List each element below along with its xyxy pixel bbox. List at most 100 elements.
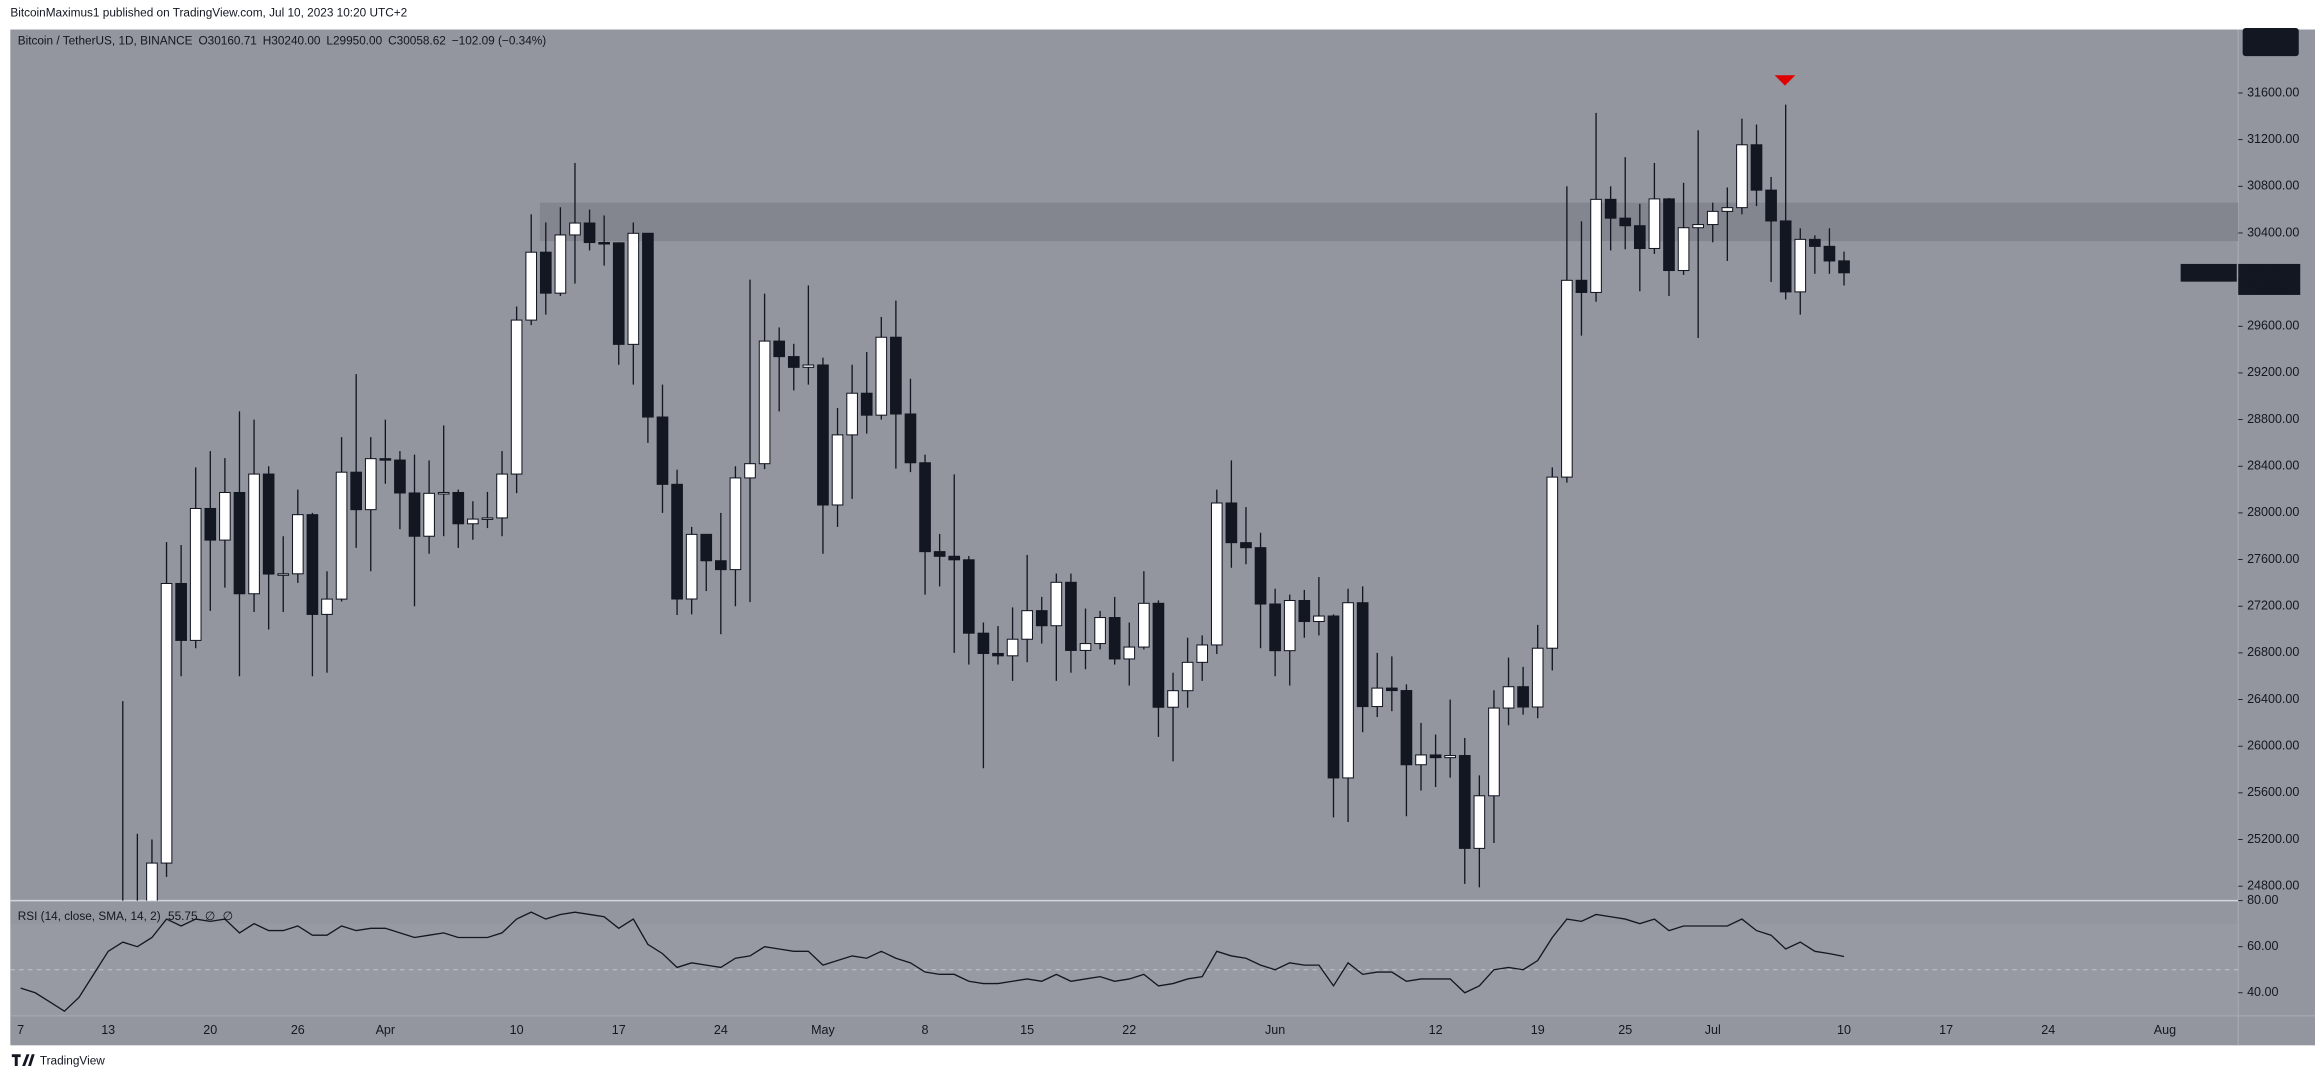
candle-body (612, 242, 625, 345)
y-tick-label: 28000.00 (2247, 505, 2299, 519)
candle-body (685, 533, 698, 600)
candle-body (1648, 198, 1661, 249)
candle-body (802, 364, 815, 368)
candle-body (700, 533, 713, 562)
legend: Bitcoin / TetherUS, 1D, BINANCE O30160.71… (18, 33, 547, 47)
candle-body (1677, 227, 1690, 272)
candle-body (1619, 217, 1632, 227)
candle-body (1706, 210, 1719, 226)
legend-change: −102.09 (−0.34%) (452, 33, 547, 47)
candle-body (1196, 644, 1209, 663)
candle-body (1517, 686, 1529, 708)
candle-body (1721, 207, 1734, 212)
candle-body (1779, 220, 1792, 293)
candle-body (1065, 581, 1077, 651)
candle-body (1386, 687, 1398, 692)
candle-body (1356, 602, 1369, 708)
candle-body (1225, 502, 1238, 544)
candle-body (583, 222, 596, 244)
candle-body (233, 491, 246, 595)
candle-body (175, 582, 187, 641)
symbol-tag-text: BTCUSDT (2183, 267, 2235, 279)
y-tick-label: 30800.00 (2247, 179, 2299, 193)
candle-body (627, 232, 640, 345)
candle-body (539, 251, 552, 294)
candle-body (1604, 198, 1617, 219)
candle-body (1502, 686, 1515, 709)
x-tick-label: 19 (1531, 1023, 1545, 1037)
candle-body (744, 463, 756, 479)
rsi-band (10, 923, 2239, 1016)
x-tick-label: 7 (17, 1023, 24, 1037)
toolbar-button[interactable] (2242, 28, 2299, 57)
resistance-zone (539, 202, 2239, 242)
y-tick-label: 29600.00 (2247, 319, 2299, 333)
candle-body (1006, 638, 1019, 657)
x-tick-label: 25 (1618, 1023, 1632, 1037)
legend-value: 29950.00 (333, 33, 383, 47)
candle-body (1094, 617, 1106, 645)
candle-body (875, 336, 888, 416)
candle-body (846, 392, 858, 436)
candle-body (904, 413, 917, 464)
y-tick-label: 26400.00 (2247, 692, 2299, 706)
candle-body (919, 462, 931, 553)
candle-body (1750, 144, 1763, 191)
legend-value: 30240.00 (271, 33, 321, 47)
candle-body (394, 459, 406, 494)
brand-name: TradingView (40, 1054, 105, 1068)
rsi-legend: RSI (14, close, SMA, 14, 2) 55.75 ∅ ∅ (18, 909, 233, 923)
candle-body (1823, 245, 1836, 262)
rsi-value: 55.75 (168, 909, 198, 923)
y-tick-label: 31200.00 (2247, 132, 2299, 146)
candle-body (1692, 224, 1704, 229)
candle-body (204, 507, 217, 541)
rsi-pane (10, 911, 2239, 1016)
candle-body (189, 507, 202, 641)
candle-body (467, 518, 479, 525)
candle-body (962, 559, 975, 634)
x-tick-label: 17 (1939, 1023, 1953, 1037)
candle-body (1138, 602, 1150, 648)
y-tick-label: 80.00 (2247, 893, 2278, 907)
candle-body (1181, 661, 1194, 692)
x-tick-label: 8 (922, 1023, 929, 1037)
candle-body (364, 458, 377, 511)
price-tag (2238, 263, 2301, 295)
candle-body (1736, 144, 1748, 209)
candle-body (1444, 755, 1457, 759)
candle-body (1415, 754, 1427, 766)
candle-body (1079, 643, 1092, 651)
x-tick-label: Jul (1705, 1023, 1721, 1037)
rsi-extra: ∅ (223, 909, 233, 923)
candle-body (1590, 198, 1602, 293)
candle-body (1400, 690, 1413, 766)
candle-body (1108, 617, 1121, 660)
candle-body (321, 598, 333, 615)
top-marker (1774, 75, 1796, 86)
candle-body (1488, 707, 1500, 797)
candle-body (408, 492, 421, 537)
candle-body (248, 473, 260, 595)
x-tick-label: May (811, 1023, 835, 1037)
candle-body (262, 473, 275, 575)
y-tick-label: 25600.00 (2247, 785, 2299, 799)
candle-body (1809, 238, 1821, 247)
x-tick-label: Apr (376, 1023, 396, 1037)
y-tick-label: 31600.00 (2247, 85, 2299, 99)
candle-body (379, 458, 392, 461)
price-pane (122, 104, 2239, 901)
candle-body (1050, 581, 1063, 627)
x-tick-label: 15 (1020, 1023, 1034, 1037)
legend-key: C (388, 33, 397, 47)
candle-body (146, 862, 158, 901)
x-tick-label: Jun (1265, 1023, 1285, 1037)
y-tick-label: 27600.00 (2247, 552, 2299, 566)
price-tag-countdown: 15:39:52 (2247, 278, 2296, 292)
candle-body (277, 573, 290, 576)
candle-body (423, 492, 435, 537)
candle-body (817, 364, 829, 506)
y-tick-label: 60.00 (2247, 939, 2278, 953)
logo-mark (11, 1054, 35, 1067)
